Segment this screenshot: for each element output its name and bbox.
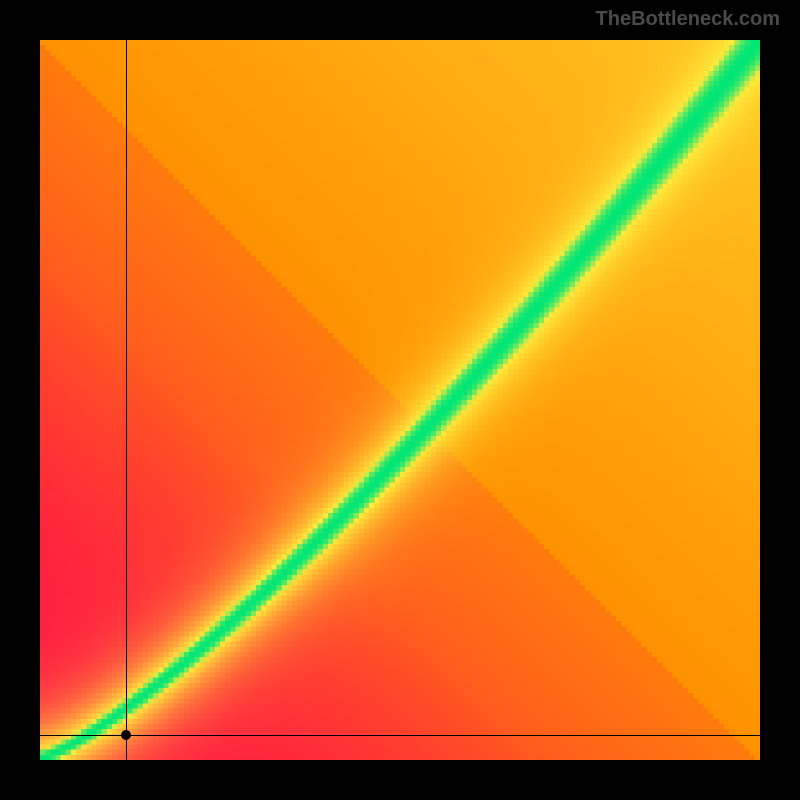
crosshair-horizontal xyxy=(40,735,760,736)
marker-dot xyxy=(121,730,131,740)
heatmap-canvas xyxy=(40,40,760,760)
watermark-text: TheBottleneck.com xyxy=(596,8,780,31)
crosshair-vertical xyxy=(126,40,127,760)
heatmap-plot xyxy=(40,40,760,760)
